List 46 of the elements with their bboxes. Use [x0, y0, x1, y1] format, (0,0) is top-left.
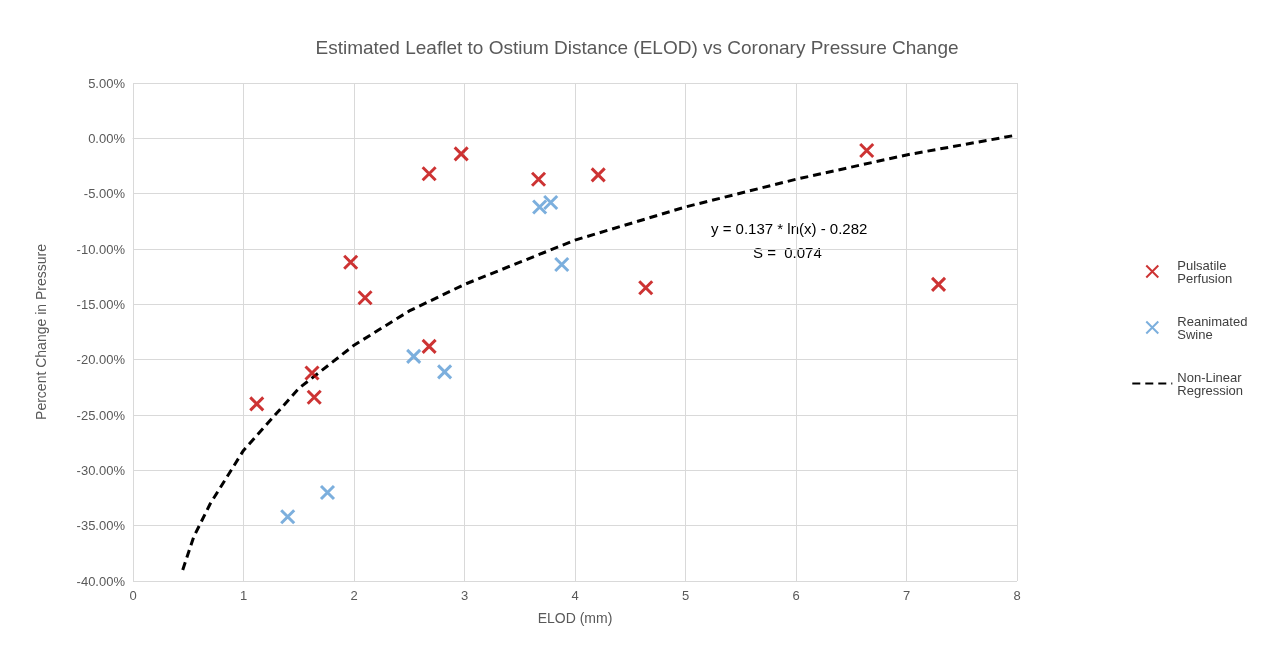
- point: [421, 165, 438, 182]
- point: [637, 279, 654, 296]
- x-tick-label: 4: [571, 588, 579, 603]
- y-tick-label: -40.00%: [76, 573, 126, 589]
- y-tick-label: -35.00%: [76, 518, 126, 534]
- point: [530, 171, 547, 188]
- point: [279, 508, 296, 525]
- point: [553, 256, 570, 273]
- x-tick-label: 0: [129, 588, 137, 603]
- point: [531, 198, 548, 215]
- y-tick-label: -15.00%: [76, 296, 126, 312]
- x-tick-label: 1: [239, 588, 248, 603]
- point: [405, 348, 422, 365]
- annotation: y = 0.137 * ln(x) - 0.282: [711, 220, 868, 237]
- point: [453, 145, 470, 162]
- x-tick-label: 5: [681, 588, 690, 603]
- point: [930, 276, 947, 293]
- point: [590, 166, 607, 183]
- x-tick-label: 7: [902, 588, 911, 603]
- y-tick-label: -20.00%: [76, 352, 126, 368]
- x-tick-label: 2: [350, 588, 358, 603]
- point: [319, 484, 336, 501]
- y-tick-label: -30.00%: [76, 462, 126, 478]
- y-tick-label: -25.00%: [76, 407, 126, 423]
- point: [357, 289, 374, 306]
- point: [436, 363, 453, 380]
- point: [858, 142, 875, 159]
- x-tick-label: 6: [792, 588, 800, 603]
- legend-label: Reanimated Swine: [1177, 313, 1252, 342]
- x-axis-title: ELOD (mm): [537, 610, 613, 626]
- y-axis-title: Percent Change in Pressure: [33, 243, 49, 420]
- y-tick-label: -5.00%: [83, 186, 126, 202]
- legend-label: Pulsatile Perfusion: [1177, 257, 1233, 286]
- chart-title: Estimated Leaflet to Ostium Distance (ELOD) vs Coronary Pressure Change: [315, 37, 959, 58]
- x-tick-label: 8: [1013, 588, 1021, 603]
- y-tick-label: 5.00%: [88, 75, 126, 91]
- legend-label: Non-Linear Regression: [1177, 369, 1246, 398]
- point: [248, 395, 265, 412]
- y-tick-label: -10.00%: [76, 241, 126, 257]
- y-tick-label: 0.00%: [88, 130, 126, 146]
- point: [342, 254, 359, 271]
- point: [542, 194, 559, 211]
- point: [306, 389, 323, 406]
- x-tick-label: 3: [460, 588, 469, 603]
- point: [304, 364, 321, 381]
- point: [421, 338, 438, 355]
